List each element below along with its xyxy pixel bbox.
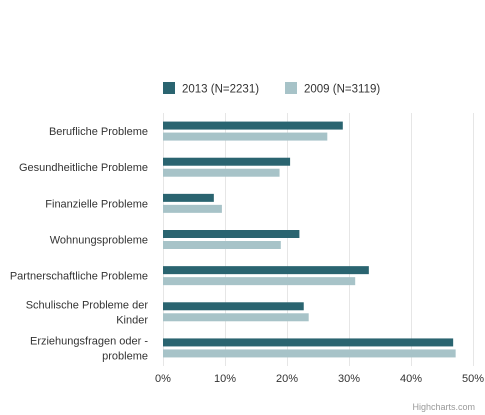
legend-item-0[interactable]: 2013 (N=2231) (163, 82, 259, 96)
category-label-2: Finanzielle Probleme (45, 198, 148, 210)
bar-series0-cat0[interactable] (163, 121, 343, 130)
bar-series0-cat2[interactable] (163, 193, 214, 202)
bar-series1-cat0[interactable] (163, 132, 328, 141)
bar-series1-cat1[interactable] (163, 168, 280, 177)
legend-swatch-1 (285, 82, 297, 94)
grid-lines (163, 113, 474, 366)
bar-series0-cat3[interactable] (163, 230, 300, 238)
bar-series0-cat4[interactable] (163, 266, 369, 275)
legend-swatch-0 (163, 82, 175, 94)
category-label-4: Partnerschaftliche Probleme (10, 271, 148, 283)
legend[interactable]: 2013 (N=2231) 2009 (N=3119) (163, 82, 380, 96)
x-tick-label-5: 50% (462, 373, 484, 385)
category-label-1: Gesundheitliche Probleme (19, 162, 148, 174)
x-tick-label-1: 10% (214, 373, 236, 385)
bar-series0-cat5[interactable] (163, 302, 304, 311)
bar-series0-cat6[interactable] (163, 338, 454, 347)
legend-label-0: 2013 (N=2231) (182, 84, 259, 96)
x-tick-label-3: 30% (338, 373, 360, 385)
bar-series0-cat1[interactable] (163, 157, 291, 166)
bar-series1-cat5[interactable] (163, 313, 309, 322)
x-tick-label-4: 40% (400, 373, 422, 385)
bar-series1-cat3[interactable] (163, 241, 281, 249)
x-tick-label-2: 20% (276, 373, 298, 385)
bar-series1-cat2[interactable] (163, 204, 222, 213)
category-label-3: Wohnungsprobleme (50, 235, 148, 247)
legend-label-1: 2009 (N=3119) (304, 84, 380, 96)
bars (163, 121, 456, 358)
credits-link[interactable]: Highcharts.com (412, 402, 475, 412)
legend-item-1[interactable]: 2009 (N=3119) (285, 82, 380, 96)
category-label-6: Erziehungsfragen oder -probleme (30, 335, 148, 362)
category-label-0: Berufliche Probleme (49, 126, 148, 138)
value-axis: 0% 10% 20% 30% 40% 50% (155, 373, 484, 385)
x-tick-label-0: 0% (155, 373, 171, 385)
bar-series1-cat4[interactable] (163, 277, 356, 286)
bar-series1-cat6[interactable] (163, 349, 456, 358)
category-label-5: Schulische Probleme der Kinder (26, 299, 149, 326)
category-axis: Berufliche Probleme Gesundheitliche Probl… (10, 126, 149, 362)
